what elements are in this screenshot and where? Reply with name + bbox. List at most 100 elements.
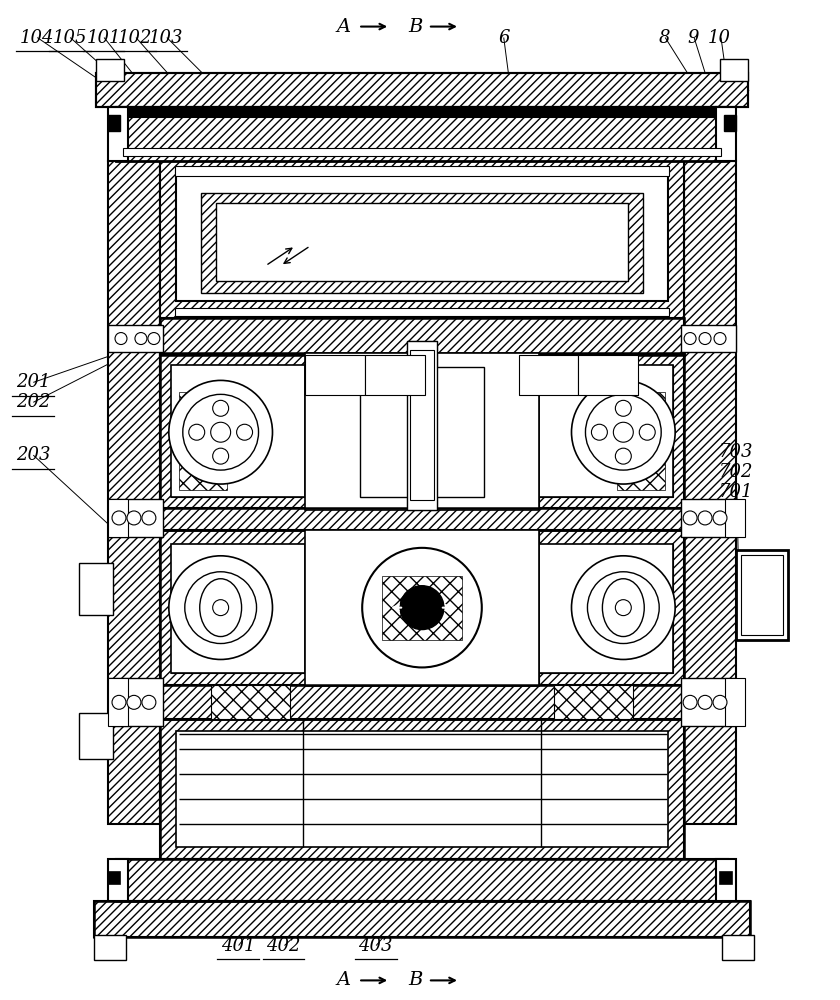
Bar [725,678,745,726]
Circle shape [585,394,661,470]
Circle shape [639,424,655,440]
Circle shape [616,400,632,416]
Text: B: B [408,18,423,36]
Bar [306,530,538,686]
Bar [160,353,684,510]
Bar [720,872,732,884]
Bar [407,341,437,510]
Circle shape [571,380,675,484]
Bar [108,859,128,901]
Circle shape [112,695,126,709]
Circle shape [616,600,632,616]
Bar [96,73,748,107]
Bar [716,107,736,161]
Bar [160,685,684,719]
Circle shape [213,448,228,464]
Bar [725,499,745,537]
Bar [617,392,665,432]
Circle shape [613,422,633,442]
Bar [681,325,736,352]
Bar [201,193,643,293]
Bar [160,530,684,686]
Bar [306,355,365,395]
Bar [160,530,684,686]
Bar [116,113,728,161]
Bar [365,355,425,395]
Circle shape [189,424,205,440]
Bar [108,325,163,352]
Bar [160,508,684,530]
Text: 401: 401 [221,937,255,955]
Text: 402: 402 [266,937,301,955]
Text: A: A [336,971,350,989]
Text: 104: 104 [20,29,55,47]
Circle shape [185,572,256,644]
Bar [518,355,579,395]
Circle shape [683,511,697,525]
Circle shape [112,511,126,525]
Bar [382,576,462,640]
Circle shape [211,422,231,442]
Bar [684,161,736,824]
Bar [108,499,128,537]
Text: 202: 202 [16,393,50,411]
Bar [96,59,124,81]
Bar [116,859,728,901]
Bar [554,685,633,719]
Bar [79,713,113,759]
Bar [176,731,668,847]
Bar [108,678,163,726]
Circle shape [591,424,607,440]
Bar [216,203,628,281]
Circle shape [142,511,156,525]
Bar [123,148,721,156]
Bar [176,171,668,301]
Circle shape [127,695,141,709]
Bar [681,499,736,537]
Bar [160,159,684,321]
Circle shape [699,333,711,345]
Bar [108,161,160,824]
Text: 703: 703 [719,443,753,461]
Text: 201: 201 [16,373,50,391]
Ellipse shape [200,579,242,637]
Bar [365,355,425,395]
Bar [108,678,128,726]
Bar [160,353,684,510]
Text: 702: 702 [719,463,753,481]
Bar [160,318,684,355]
Bar [538,544,673,673]
Circle shape [587,572,659,644]
Circle shape [698,511,712,525]
Text: 403: 403 [359,937,393,955]
Circle shape [683,695,697,709]
Bar [160,318,684,355]
Bar [116,859,728,901]
Bar [722,935,753,960]
Circle shape [571,556,675,659]
Circle shape [698,695,712,709]
Text: B: B [408,971,423,989]
Bar [160,685,684,719]
Bar [736,550,788,640]
Text: 9: 9 [687,29,699,47]
Ellipse shape [602,579,644,637]
Bar [108,499,163,537]
Text: 102: 102 [118,29,153,47]
Bar [171,365,306,497]
Circle shape [213,400,228,416]
Circle shape [135,333,147,345]
Bar [538,365,673,497]
Bar [681,678,736,726]
Bar [579,355,638,395]
Bar [741,555,783,635]
Circle shape [362,548,482,667]
Text: A: A [336,18,350,36]
Circle shape [115,333,127,345]
Text: 101: 101 [87,29,121,47]
Circle shape [169,556,272,659]
Bar [518,355,579,395]
Bar [179,392,227,432]
Bar [171,365,306,497]
Text: 6: 6 [498,29,510,47]
